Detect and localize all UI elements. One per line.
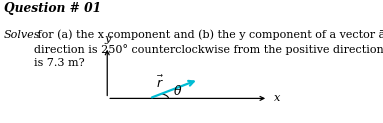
Text: x: x bbox=[274, 93, 280, 103]
Text: $\vec{r}$: $\vec{r}$ bbox=[156, 75, 164, 91]
Text: θ: θ bbox=[174, 85, 182, 98]
Text: Solves: Solves bbox=[4, 30, 40, 39]
Text: for (a) the x component and (b) the y component of a vector ā in the xy plane if: for (a) the x component and (b) the y co… bbox=[34, 30, 383, 68]
Text: y: y bbox=[104, 34, 110, 44]
Text: Question # 01: Question # 01 bbox=[4, 2, 101, 15]
